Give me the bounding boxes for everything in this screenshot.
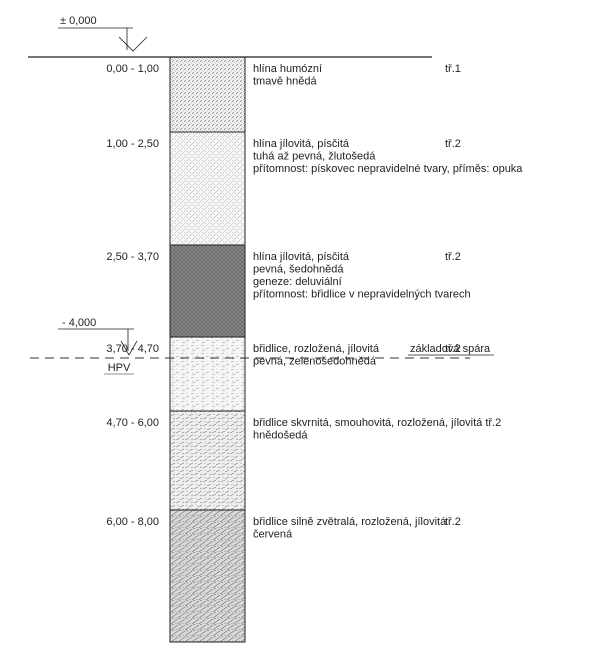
top-datum-label: ± 0,000 bbox=[60, 15, 97, 27]
layer-depth-label: 6,00 - 8,00 bbox=[106, 516, 159, 528]
layer-description-line: červená bbox=[253, 529, 293, 541]
layer-description-line: tuhá až pevná, žlutošedá bbox=[253, 151, 376, 163]
layer-class-label: tř.2 bbox=[445, 343, 461, 355]
layer-depth-label: 1,00 - 2,50 bbox=[106, 138, 159, 150]
layer-description-line: hnědošedá bbox=[253, 430, 308, 442]
soil-layer-6 bbox=[169, 509, 246, 643]
layer-class-label: tř.2 bbox=[445, 251, 461, 263]
layer-description-line: břidlice skvrnitá, smouhovitá, rozložená… bbox=[253, 417, 501, 429]
layer-description-line: pevná, šedohnědá bbox=[253, 264, 344, 276]
layer-class-label: tř.2 bbox=[445, 516, 461, 528]
layer-class-label: tř.1 bbox=[445, 63, 461, 75]
layer-description-line: hlína jílovitá, písčitá bbox=[253, 251, 350, 263]
layer-description-line: přítomnost: břidlice v nepravidelných tv… bbox=[253, 289, 471, 301]
layer-description-line: tmavě hnědá bbox=[253, 76, 317, 88]
layer-description-line: pevná, zelenošedohnědá bbox=[253, 356, 377, 368]
layer-description-line: geneze: deluviální bbox=[253, 276, 342, 288]
layer-description-line: hlína humózní bbox=[253, 63, 322, 75]
layer-class-label: tř.2 bbox=[445, 138, 461, 150]
soil-layer-5 bbox=[169, 410, 246, 511]
foundation-joint-label: základová spára bbox=[410, 343, 491, 355]
foundation-level-arrow-icon bbox=[120, 340, 138, 356]
layer-depth-label: 4,70 - 6,00 bbox=[106, 417, 159, 429]
foundation-level-label: - 4,000 bbox=[62, 317, 96, 329]
soil-layer-4 bbox=[169, 336, 246, 412]
layer-depth-label: 2,50 - 3,70 bbox=[106, 251, 159, 263]
soil-layer-2 bbox=[169, 131, 246, 246]
layer-description-line: hlína jílovitá, písčitá bbox=[253, 138, 350, 150]
top-datum-marker: ± 0,000 bbox=[58, 15, 148, 52]
groundwater-label: HPV bbox=[108, 362, 131, 374]
layer-description-line: břidlice, rozložená, jílovitá bbox=[253, 343, 380, 355]
soil-layer-1 bbox=[169, 56, 246, 133]
layer-description-line: přítomnost: pískovec nepravidelné tvary,… bbox=[253, 163, 523, 175]
top-datum-arrow-icon bbox=[118, 36, 148, 52]
foundation-level-marker: - 4,000 bbox=[58, 317, 138, 356]
layer-depth-label: 0,00 - 1,00 bbox=[106, 63, 159, 75]
layer-description-line: břidlice silně zvětralá, rozložená, jílo… bbox=[253, 516, 447, 528]
soil-layer-3 bbox=[169, 244, 246, 338]
